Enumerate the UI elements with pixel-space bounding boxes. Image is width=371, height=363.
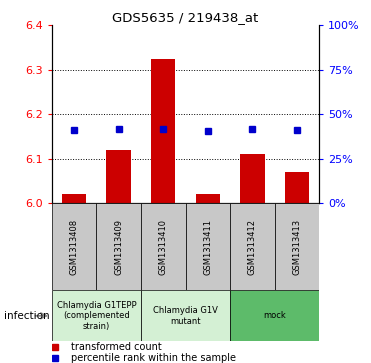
Text: percentile rank within the sample: percentile rank within the sample — [70, 353, 236, 363]
Text: GSM1313409: GSM1313409 — [114, 219, 123, 275]
Bar — [52, 290, 141, 341]
Bar — [240, 154, 265, 203]
Bar — [230, 290, 319, 341]
Text: GSM1313412: GSM1313412 — [248, 219, 257, 275]
Text: GSM1313413: GSM1313413 — [292, 219, 301, 275]
Text: Chlamydia G1TEPP
(complemented
strain): Chlamydia G1TEPP (complemented strain) — [57, 301, 136, 331]
Text: GSM1313410: GSM1313410 — [159, 219, 168, 275]
Text: mock: mock — [263, 311, 286, 320]
Bar — [141, 290, 230, 341]
Bar — [285, 172, 309, 203]
Bar — [186, 203, 230, 290]
Bar — [151, 59, 175, 203]
Bar — [141, 203, 186, 290]
Bar — [196, 195, 220, 203]
Bar — [106, 150, 131, 203]
Text: GSM1313408: GSM1313408 — [70, 219, 79, 275]
Title: GDS5635 / 219438_at: GDS5635 / 219438_at — [112, 11, 259, 24]
Bar — [62, 195, 86, 203]
Text: transformed count: transformed count — [70, 342, 161, 352]
Text: GSM1313411: GSM1313411 — [203, 219, 212, 275]
Bar — [96, 203, 141, 290]
Bar — [230, 203, 275, 290]
Text: infection: infection — [4, 311, 49, 321]
Bar — [52, 203, 96, 290]
Text: Chlamydia G1V
mutant: Chlamydia G1V mutant — [153, 306, 218, 326]
Bar — [275, 203, 319, 290]
